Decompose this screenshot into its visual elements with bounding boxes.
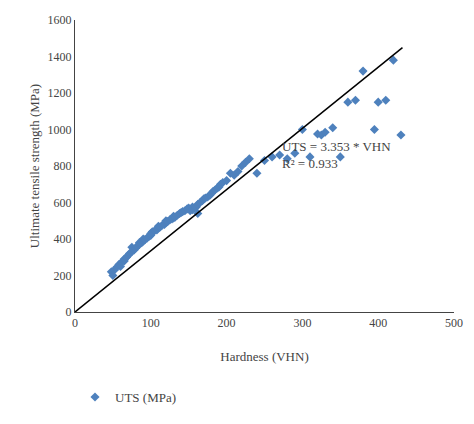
svg-text:1000: 1000: [48, 123, 72, 137]
svg-text:100: 100: [142, 316, 160, 330]
svg-text:400: 400: [54, 232, 72, 246]
svg-text:1200: 1200: [48, 86, 72, 100]
svg-text:UTS = 3.353 * VHNR² = 0.933: UTS = 3.353 * VHNR² = 0.933: [282, 139, 391, 171]
svg-text:200: 200: [54, 269, 72, 283]
svg-text:400: 400: [369, 316, 387, 330]
svg-text:1600: 1600: [48, 13, 72, 27]
svg-text:300: 300: [293, 316, 311, 330]
svg-text:1400: 1400: [48, 50, 72, 64]
svg-text:Hardness (VHN): Hardness (VHN): [220, 349, 308, 364]
svg-text:UTS (MPa): UTS (MPa): [115, 390, 176, 405]
svg-text:500: 500: [445, 316, 463, 330]
svg-text:Ultimate tensile strength (MPa: Ultimate tensile strength (MPa): [27, 84, 42, 248]
svg-text:0: 0: [72, 316, 78, 330]
svg-text:0: 0: [66, 305, 72, 319]
svg-text:600: 600: [54, 196, 72, 210]
svg-text:800: 800: [54, 159, 72, 173]
svg-text:200: 200: [218, 316, 236, 330]
